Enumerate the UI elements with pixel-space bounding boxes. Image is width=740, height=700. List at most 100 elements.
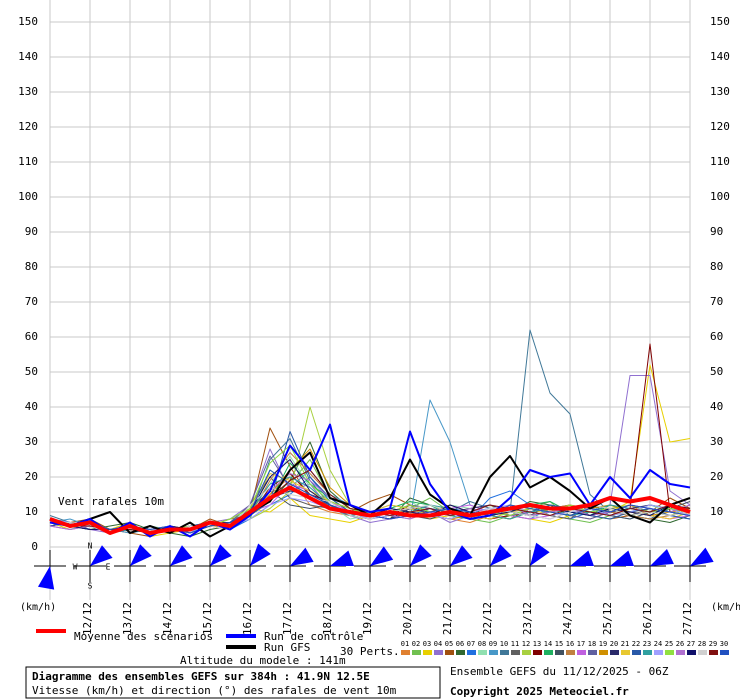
legend-label: 12 [522,640,530,648]
legend-label: 09 [489,640,497,648]
legend-label: Run de contrôle [264,630,363,643]
legend-label: 29 [709,640,717,648]
x-tick-label: 22/12 [481,602,494,635]
x-tick-label: 23/12 [521,602,534,635]
legend-label: 01 [401,640,409,648]
footer-box [25,666,441,699]
x-tick-label: 14/12 [161,602,174,635]
y-tick-label: 60 [25,330,38,343]
y-tick-label-right: 140 [710,50,730,63]
x-tick-label: 24/12 [561,602,574,635]
wind-direction [210,544,232,566]
legend-label: 18 [588,640,596,648]
y-tick-label-right: 10 [710,505,723,518]
y-tick-label-right: 50 [710,365,723,378]
wind-direction [37,566,55,590]
x-tick-label: 18/12 [321,602,334,635]
legend-label: 15 [555,640,563,648]
wind-direction [610,550,634,567]
legend-swatch [544,650,553,655]
y-tick-label: 40 [25,400,38,413]
legend-swatch [401,650,410,655]
legend-label: 24 [654,640,662,648]
legend-swatch [687,650,696,655]
legend-label: 30 [720,640,728,648]
legend-label: 10 [500,640,508,648]
wind-direction [130,544,152,566]
wind-direction [410,544,432,566]
x-tick-label: 27/12 [681,602,694,635]
y-tick-label-right: 90 [710,225,723,238]
legend-label: 11 [511,640,519,648]
series-line [49,485,691,535]
legend-label: 03 [423,640,431,648]
wind-direction [650,549,674,566]
legend-label: Moyenne des scénarios [74,630,213,643]
legend-swatch [654,650,663,655]
y-tick-label-right: 20 [710,470,723,483]
legend-swatch [566,650,575,655]
legend-swatch [643,650,652,655]
legend-swatch [698,650,707,655]
y-tick-label-right: 150 [710,15,730,28]
y-tick-label: 10 [25,505,38,518]
wind-direction [450,545,473,566]
run-info: Ensemble GEFS du 11/12/2025 - 06Z [450,665,669,678]
y-tick-label: 80 [25,260,38,273]
legend-label: 16 [566,640,574,648]
legend-swatch [533,650,542,655]
y-tick-label-right: 120 [710,120,730,133]
wind-direction [690,547,714,566]
legend-swatch [555,650,564,655]
legend-swatch [709,650,718,655]
y-tick-label-right: 100 [710,190,730,203]
legend-swatch [665,650,674,655]
legend-label: 23 [643,640,651,648]
x-tick-label: 19/12 [361,602,374,635]
legend-swatch [676,650,685,655]
legend-swatch [434,650,443,655]
legend-label: 26 [676,640,684,648]
y-tick-label: 20 [25,470,38,483]
legend-label: 14 [544,640,552,648]
legend-swatch [577,650,586,655]
legend-swatch [720,650,729,655]
legend-label: 02 [412,640,420,648]
y-unit-left: (km/h) [20,602,56,613]
wind-direction [170,545,193,566]
y-tick-label: 50 [25,365,38,378]
legend-swatch [588,650,597,655]
wind-direction [530,542,550,566]
legend-swatch [511,650,520,655]
legend-label: 08 [478,640,486,648]
legend-label: 27 [687,640,695,648]
chart-title: Vent rafales 10m [58,495,164,508]
legend-label: 21 [621,640,629,648]
compass-label: W [73,563,78,572]
y-tick-label-right: 40 [710,400,723,413]
y-tick-label-right: 130 [710,85,730,98]
legend-label: 22 [632,640,640,648]
legend-label: 07 [467,640,475,648]
y-tick-label: 130 [18,85,38,98]
y-tick-label: 0 [31,540,38,553]
x-tick-label: 21/12 [441,602,454,635]
y-tick-label-right: 30 [710,435,723,448]
compass-label: S [88,582,93,591]
grid [49,0,691,600]
wind-direction [250,543,271,566]
legend-swatch [467,650,476,655]
x-tick-label: 17/12 [281,602,294,635]
y-tick-label: 90 [25,225,38,238]
x-tick-label: 20/12 [401,602,414,635]
legend-swatch [610,650,619,655]
legend-label: 19 [599,640,607,648]
y-tick-label-right: 80 [710,260,723,273]
y-tick-label: 100 [18,190,38,203]
y-tick-label-right: 70 [710,295,723,308]
wind-direction [570,550,594,567]
legend-swatch [456,650,465,655]
copyright: Copyright 2025 Meteociel.fr [450,685,629,698]
legend-label: 13 [533,640,541,648]
